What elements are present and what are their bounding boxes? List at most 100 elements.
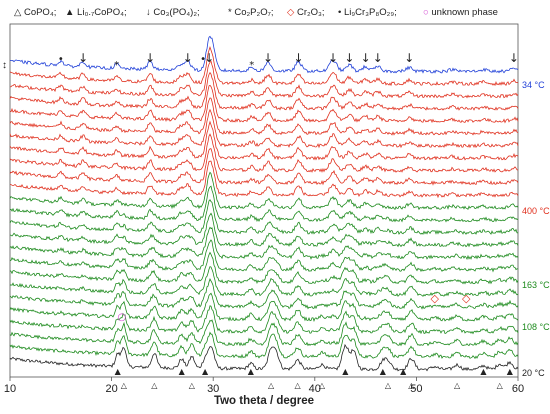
reflection-marker: ▲ xyxy=(342,367,349,376)
legend-symbol: • xyxy=(338,7,341,18)
pattern-curve xyxy=(9,305,519,335)
reflection-marker: △ xyxy=(151,381,158,390)
legend-label: CoPO₄; xyxy=(21,7,56,18)
legend-label: Co₃(PO₄)₂; xyxy=(151,7,200,18)
reflection-marker: * xyxy=(114,60,119,71)
pattern-curve xyxy=(9,331,519,360)
pattern-curve xyxy=(9,239,519,273)
reflection-marker: △ xyxy=(385,381,392,390)
x-tick-label: 60 xyxy=(512,383,524,395)
reflection-marker: ▲ xyxy=(115,367,122,376)
reflection-marker: △ xyxy=(408,381,415,390)
reflection-marker: ↓ xyxy=(509,51,519,65)
pattern-curve xyxy=(9,71,519,111)
legend-label: Cr₂O₃; xyxy=(294,7,324,18)
legend-item: ○ unknown phase xyxy=(423,7,498,18)
pattern-curves xyxy=(9,35,519,372)
x-tick-label: 20 xyxy=(105,383,117,395)
temperature-labels: 34 °C 400 °C 163 °C 108 °C 20 °C xyxy=(522,80,550,378)
legend-label: Li₀.₇CoPO₄; xyxy=(74,7,126,18)
legend-symbol: ◇ xyxy=(287,7,295,18)
legend-symbol: △ xyxy=(14,7,22,18)
temperature-label: 108 °C xyxy=(522,322,550,332)
pattern-curve xyxy=(9,108,519,149)
pattern-curve xyxy=(9,84,519,124)
reflection-marker: ↓ xyxy=(361,51,371,65)
reflection-marker: ↓ xyxy=(328,51,338,65)
reflection-marker: ▲ xyxy=(380,367,387,376)
legend-symbol: * xyxy=(228,7,232,18)
reflection-marker: ↓ xyxy=(294,51,304,65)
temperature-label: 400 °C xyxy=(522,206,550,216)
legend: △ CoPO₄; ▲ Li₀.₇CoPO₄; ↓ Co₃(PO₄)₂; * Co₂P₂… xyxy=(14,7,498,18)
legend-symbol: ↓ xyxy=(146,7,151,18)
reflection-marker: ↓ xyxy=(344,51,354,65)
reflection-marker: ↓ xyxy=(183,51,193,65)
reflection-marker: ↓ xyxy=(373,51,383,65)
reflection-marker: △ xyxy=(454,381,461,390)
reflection-marker: △ xyxy=(319,381,326,390)
x-tick-label: 10 xyxy=(4,383,16,395)
reflection-marker: ↓ xyxy=(78,51,88,65)
pattern-curve xyxy=(9,185,519,223)
reflection-marker: ↓ xyxy=(204,51,214,65)
pattern-curve xyxy=(9,226,519,260)
reflection-marker: ▲ xyxy=(202,367,209,376)
reflection-marker: ▲ xyxy=(400,367,407,376)
legend-label: unknown phase xyxy=(429,7,498,18)
pattern-curve xyxy=(10,160,519,199)
pattern-curve xyxy=(9,277,519,310)
reflection-marker: * xyxy=(249,60,254,71)
temperature-label: 20 °C xyxy=(522,368,545,378)
legend-item: • Li₉Cr₃P₈O₂₉; xyxy=(338,7,397,18)
pattern-curve xyxy=(9,171,519,211)
pattern-curve xyxy=(9,45,519,87)
pattern-curve xyxy=(9,319,519,347)
pattern-curve xyxy=(9,266,519,297)
x-tick-label: 30 xyxy=(207,383,219,395)
reflection-marker: ○ xyxy=(117,312,126,323)
legend-item: △ CoPO₄; xyxy=(14,7,56,18)
reflection-marker: △ xyxy=(121,381,128,390)
x-axis-title: Two theta / degree xyxy=(214,395,314,407)
legend-symbol: ▲ xyxy=(65,7,74,18)
pattern-curve xyxy=(9,35,519,74)
reflection-marker: △ xyxy=(294,381,301,390)
reflection-marker: • xyxy=(200,54,206,65)
pattern-curve xyxy=(9,199,519,235)
pattern-curve xyxy=(9,97,519,136)
legend-label: Co₂P₂O₇; xyxy=(232,7,274,18)
pattern-curve xyxy=(9,60,519,99)
pattern-curve xyxy=(9,120,519,161)
pattern-curve xyxy=(9,212,519,248)
x-axis-ticks: 10 20 30 40 50 60 xyxy=(4,377,524,395)
reflection-marker: ▲ xyxy=(507,367,514,376)
reflection-marker: ↓ xyxy=(404,51,414,65)
pattern-curve xyxy=(9,343,519,372)
reflection-marker: ↓ xyxy=(263,51,273,65)
legend-label: Li₉Cr₃P₈O₂₉; xyxy=(341,7,396,18)
reflection-marker: ◇ xyxy=(430,292,439,305)
legend-item: * Co₂P₂O₇; xyxy=(228,7,274,18)
pattern-curve xyxy=(9,148,519,186)
temperature-label: 34 °C xyxy=(522,80,545,90)
pattern-curve xyxy=(9,251,519,285)
legend-item: ↓ Co₃(PO₄)₂; xyxy=(146,7,200,18)
legend-item: ▲ Li₀.₇CoPO₄; xyxy=(65,7,127,18)
x-tick-label: 40 xyxy=(309,383,321,395)
temperature-label: 163 °C xyxy=(522,280,550,290)
pattern-curve xyxy=(9,133,519,173)
reflection-marker: ▲ xyxy=(179,367,186,376)
reflection-marker: ▲ xyxy=(248,367,255,376)
reflection-markers: ↓ ↓ ↓ ↓ ↓ ↓ ↓ ↓ ↓ ↓ ↓ ↓* *• •△ △ △ △ △ △ △ △ △ △▲ ▲ ▲ ▲ ▲ ▲ ▲ ▲ ▲◇ ◇○ xyxy=(58,51,519,390)
legend-symbol: ○ xyxy=(423,7,429,18)
reflection-marker: △ xyxy=(497,381,504,390)
plot-frame xyxy=(9,23,519,378)
reflection-marker: △ xyxy=(189,381,196,390)
y-axis-mark: ↕ xyxy=(2,60,7,71)
legend-item: ◇ Cr₂O₃; xyxy=(287,7,325,18)
reflection-marker: ◇ xyxy=(462,292,471,305)
reflection-marker: ↓ xyxy=(145,51,155,65)
x-tick-label: 50 xyxy=(410,383,422,395)
